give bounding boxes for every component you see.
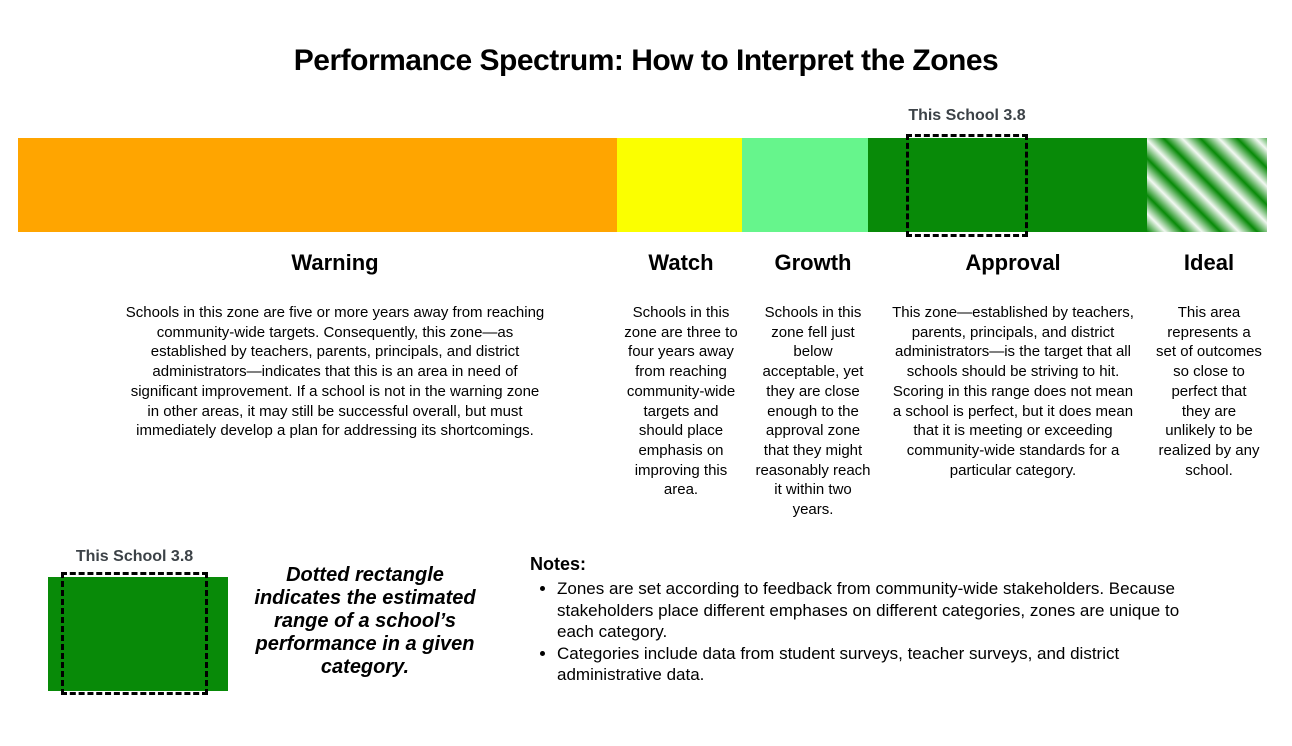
zone-title-approval: Approval [965,250,1061,275]
zone-title-ideal: Ideal [1183,250,1235,275]
zone-title-watch: Watch [648,250,714,275]
legend-school-score-label: This School 3.8 [75,548,194,565]
notes-heading: Notes: [530,554,587,574]
notes-list: Zones are set according to feedback from… [530,578,1187,686]
legend-zone-swatch [48,577,228,691]
school-score-label-top: This School 3.8 [908,107,1026,124]
legend-description: Dotted rectangle indicates the estimated… [254,564,476,678]
zone-column-watch: Watch Schools in this zone are three to … [621,250,741,500]
zone-column-ideal: Ideal This area represents a set of outc… [1156,250,1262,480]
zone-description-ideal: This area represents a set of outcomes s… [1156,304,1262,479]
note-item: Categories include data from student sur… [557,643,1187,686]
zone-description-growth: Schools in this zone fell just below acc… [755,304,871,519]
note-item: Zones are set according to feedback from… [557,578,1187,643]
zone-column-warning: Warning Schools in this zone are five or… [125,250,545,441]
zone-segment-growth [742,138,868,232]
zone-description-watch: Schools in this zone are three to four y… [624,304,738,499]
zone-column-approval: Approval This zone—established by teache… [890,250,1136,480]
zone-segment-watch [617,138,742,232]
zone-segment-warning [18,138,617,232]
legend-range-marker [61,572,208,695]
zone-description-warning: Schools in this zone are five or more ye… [125,304,545,440]
school-range-marker [906,134,1028,237]
performance-spectrum-bar [18,138,1267,232]
zone-title-warning: Warning [291,250,379,275]
zone-description-approval: This zone—established by teachers, paren… [892,304,1134,479]
zone-segment-ideal [1147,138,1267,232]
zone-column-growth: Growth Schools in this zone fell just be… [753,250,873,520]
zone-segment-approval [868,138,1147,232]
page-title: Performance Spectrum: How to Interpret t… [293,44,999,77]
notes-section: Notes: Zones are set according to feedba… [530,554,1190,686]
zone-title-growth: Growth [774,250,852,275]
